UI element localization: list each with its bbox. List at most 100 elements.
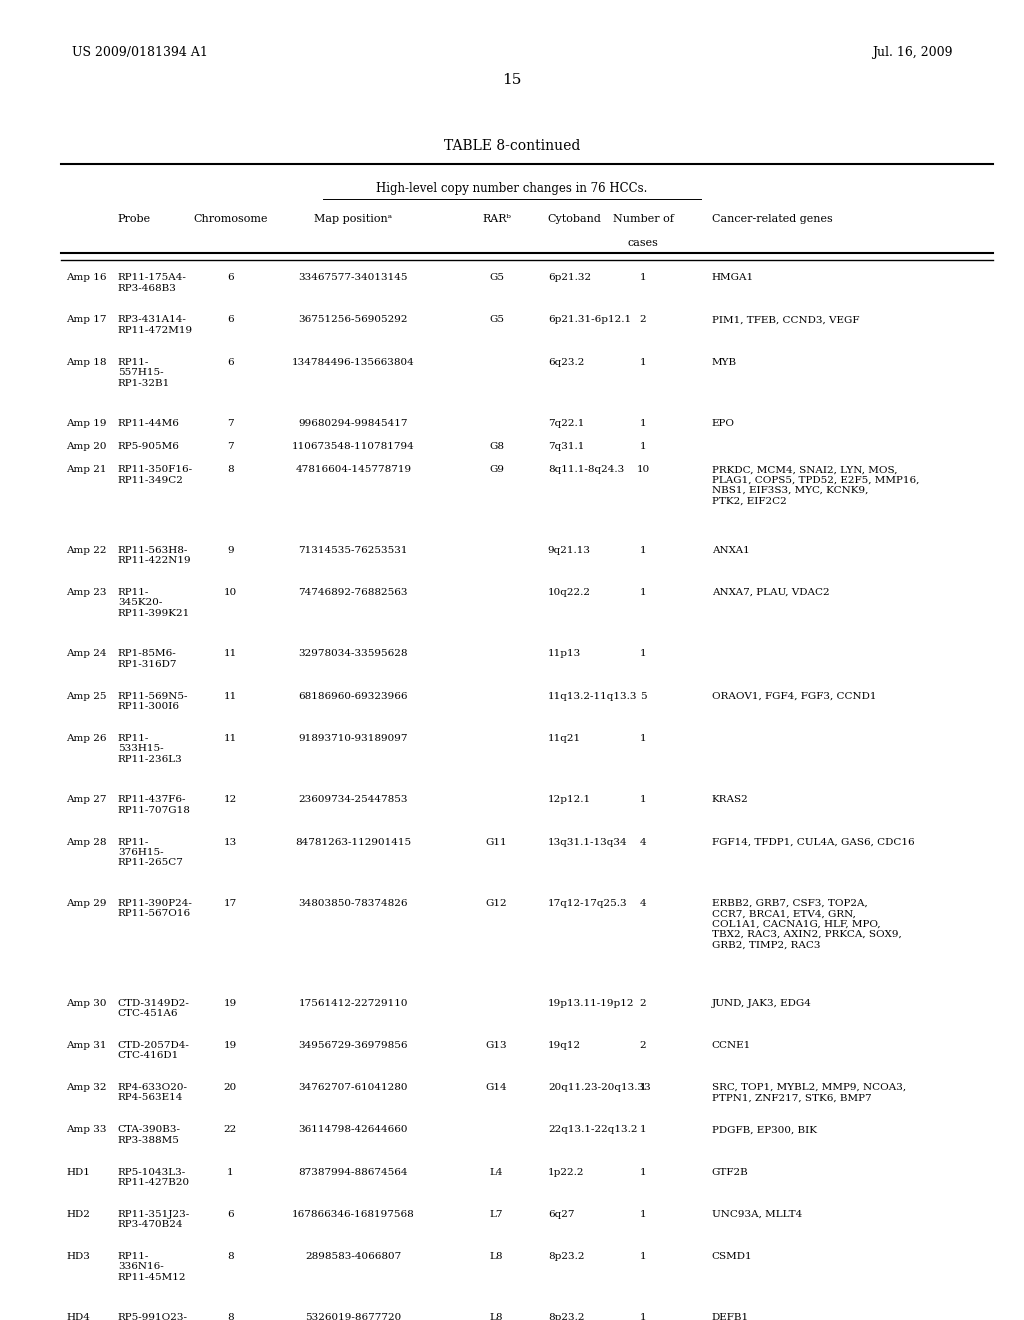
Text: KRAS2: KRAS2	[712, 795, 749, 804]
Text: 10q22.2: 10q22.2	[548, 589, 591, 597]
Text: HD4: HD4	[67, 1313, 90, 1320]
Text: 6p21.32: 6p21.32	[548, 273, 591, 282]
Text: 71314535-76253531: 71314535-76253531	[299, 546, 408, 554]
Text: 17561412-22729110: 17561412-22729110	[299, 999, 408, 1007]
Text: 36114798-42644660: 36114798-42644660	[299, 1125, 408, 1134]
Text: 74746892-76882563: 74746892-76882563	[299, 589, 408, 597]
Text: G9: G9	[489, 465, 504, 474]
Text: 9q21.13: 9q21.13	[548, 546, 591, 554]
Text: 8p23.2: 8p23.2	[548, 1251, 585, 1261]
Text: Chromosome: Chromosome	[194, 214, 267, 224]
Text: 6: 6	[227, 1210, 233, 1218]
Text: 13q31.1-13q34: 13q31.1-13q34	[548, 838, 628, 846]
Text: L8: L8	[489, 1251, 504, 1261]
Text: Jul. 16, 2009: Jul. 16, 2009	[871, 46, 952, 59]
Text: CCNE1: CCNE1	[712, 1041, 751, 1049]
Text: 1: 1	[640, 273, 646, 282]
Text: 99680294-99845417: 99680294-99845417	[299, 420, 408, 428]
Text: 5: 5	[640, 692, 646, 701]
Text: 23609734-25447853: 23609734-25447853	[299, 795, 408, 804]
Text: ANXA7, PLAU, VDAC2: ANXA7, PLAU, VDAC2	[712, 589, 829, 597]
Text: Amp 30: Amp 30	[67, 999, 108, 1007]
Text: 34956729-36979856: 34956729-36979856	[299, 1041, 408, 1049]
Text: 91893710-93189097: 91893710-93189097	[299, 734, 408, 743]
Text: Amp 28: Amp 28	[67, 838, 108, 846]
Text: Amp 27: Amp 27	[67, 795, 108, 804]
Text: RARᵇ: RARᵇ	[482, 214, 511, 224]
Text: 6: 6	[227, 358, 233, 367]
Text: FGF14, TFDP1, CUL4A, GAS6, CDC16: FGF14, TFDP1, CUL4A, GAS6, CDC16	[712, 838, 914, 846]
Text: 1: 1	[640, 1125, 646, 1134]
Text: G5: G5	[489, 315, 504, 325]
Text: 110673548-110781794: 110673548-110781794	[292, 442, 415, 451]
Text: 8: 8	[227, 1251, 233, 1261]
Text: 1: 1	[640, 649, 646, 659]
Text: ORAOV1, FGF4, FGF3, CCND1: ORAOV1, FGF4, FGF3, CCND1	[712, 692, 877, 701]
Text: RP11-563H8-
RP11-422N19: RP11-563H8- RP11-422N19	[118, 546, 191, 565]
Text: 1: 1	[640, 358, 646, 367]
Text: 6q27: 6q27	[548, 1210, 574, 1218]
Text: CSMD1: CSMD1	[712, 1251, 753, 1261]
Text: Amp 33: Amp 33	[67, 1125, 108, 1134]
Text: 4: 4	[640, 899, 646, 908]
Text: L4: L4	[489, 1168, 504, 1176]
Text: 11q13.2-11q13.3: 11q13.2-11q13.3	[548, 692, 637, 701]
Text: 134784496-135663804: 134784496-135663804	[292, 358, 415, 367]
Text: 19p13.11-19p12: 19p13.11-19p12	[548, 999, 634, 1007]
Text: 7q31.1: 7q31.1	[548, 442, 585, 451]
Text: 7: 7	[227, 420, 233, 428]
Text: G5: G5	[489, 273, 504, 282]
Text: Amp 29: Amp 29	[67, 899, 108, 908]
Text: 12p12.1: 12p12.1	[548, 795, 591, 804]
Text: 8p23.2: 8p23.2	[548, 1313, 585, 1320]
Text: RP11-351J23-
RP3-470B24: RP11-351J23- RP3-470B24	[118, 1210, 190, 1229]
Text: 34803850-78374826: 34803850-78374826	[299, 899, 408, 908]
Text: 7: 7	[227, 442, 233, 451]
Text: 1: 1	[640, 546, 646, 554]
Text: Amp 24: Amp 24	[67, 649, 108, 659]
Text: 17: 17	[224, 899, 237, 908]
Text: US 2009/0181394 A1: US 2009/0181394 A1	[72, 46, 208, 59]
Text: RP11-390P24-
RP11-567O16: RP11-390P24- RP11-567O16	[118, 899, 193, 919]
Text: 10: 10	[224, 589, 237, 597]
Text: 1: 1	[640, 795, 646, 804]
Text: 8: 8	[227, 465, 233, 474]
Text: 1: 1	[640, 1313, 646, 1320]
Text: 167866346-168197568: 167866346-168197568	[292, 1210, 415, 1218]
Text: RP11-
376H15-
RP11-265C7: RP11- 376H15- RP11-265C7	[118, 838, 183, 867]
Text: 11p13: 11p13	[548, 649, 581, 659]
Text: G13: G13	[485, 1041, 508, 1049]
Text: PRKDC, MCM4, SNAI2, LYN, MOS,
PLAG1, COPS5, TPD52, E2F5, MMP16,
NBS1, EIF3S3, MY: PRKDC, MCM4, SNAI2, LYN, MOS, PLAG1, COP…	[712, 465, 920, 506]
Text: Amp 17: Amp 17	[67, 315, 108, 325]
Text: CTD-3149D2-
CTC-451A6: CTD-3149D2- CTC-451A6	[118, 999, 189, 1018]
Text: PDGFB, EP300, BIK: PDGFB, EP300, BIK	[712, 1125, 817, 1134]
Text: 2: 2	[640, 999, 646, 1007]
Text: 12: 12	[224, 795, 237, 804]
Text: Amp 23: Amp 23	[67, 589, 108, 597]
Text: G12: G12	[485, 899, 508, 908]
Text: Amp 16: Amp 16	[67, 273, 108, 282]
Text: 1p22.2: 1p22.2	[548, 1168, 585, 1176]
Text: 5326019-8677720: 5326019-8677720	[305, 1313, 401, 1320]
Text: ANXA1: ANXA1	[712, 546, 750, 554]
Text: Amp 18: Amp 18	[67, 358, 108, 367]
Text: RP11-175A4-
RP3-468B3: RP11-175A4- RP3-468B3	[118, 273, 186, 293]
Text: HD1: HD1	[67, 1168, 90, 1176]
Text: 17q12-17q25.3: 17q12-17q25.3	[548, 899, 628, 908]
Text: EPO: EPO	[712, 420, 734, 428]
Text: 7q22.1: 7q22.1	[548, 420, 585, 428]
Text: Cytoband: Cytoband	[548, 214, 602, 224]
Text: GTF2B: GTF2B	[712, 1168, 749, 1176]
Text: 1: 1	[640, 1082, 646, 1092]
Text: 8: 8	[227, 1313, 233, 1320]
Text: RP3-431A14-
RP11-472M19: RP3-431A14- RP11-472M19	[118, 315, 193, 335]
Text: RP1-85M6-
RP1-316D7: RP1-85M6- RP1-316D7	[118, 649, 177, 669]
Text: 6p21.31-6p12.1: 6p21.31-6p12.1	[548, 315, 631, 325]
Text: 1: 1	[640, 734, 646, 743]
Text: RP11-350F16-
RP11-349C2: RP11-350F16- RP11-349C2	[118, 465, 193, 484]
Text: RP5-1043L3-
RP11-427B20: RP5-1043L3- RP11-427B20	[118, 1168, 189, 1187]
Text: TABLE 8-continued: TABLE 8-continued	[443, 139, 581, 153]
Text: RP11-
345K20-
RP11-399K21: RP11- 345K20- RP11-399K21	[118, 589, 190, 618]
Text: Probe: Probe	[118, 214, 151, 224]
Text: 10: 10	[637, 465, 649, 474]
